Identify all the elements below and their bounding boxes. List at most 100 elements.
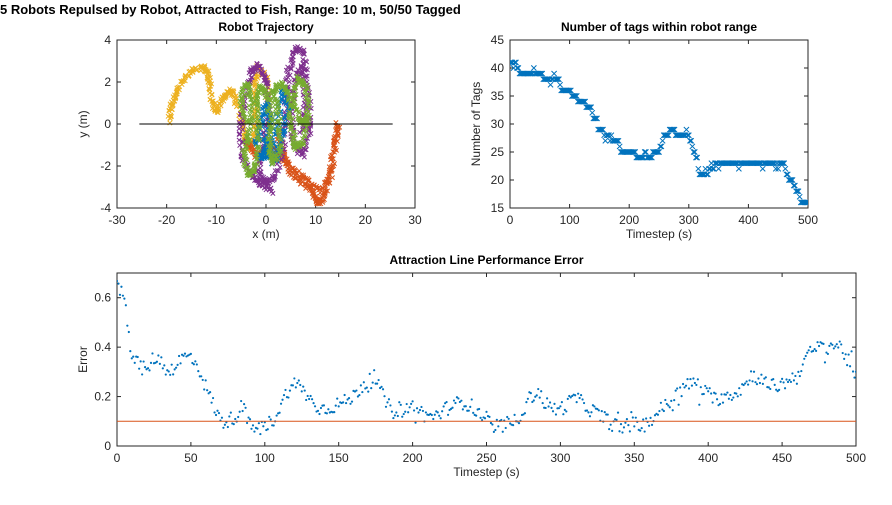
error-point [359, 384, 362, 387]
trajectory-point [245, 127, 251, 133]
tags-point [772, 165, 779, 172]
error-point [139, 360, 142, 363]
error-point [596, 407, 599, 411]
trajectory-point [269, 116, 275, 122]
error-point [618, 430, 621, 433]
tags-point [692, 154, 699, 161]
error-point [501, 430, 504, 433]
error-point [758, 381, 762, 385]
tags-point [557, 81, 564, 88]
error-point [704, 384, 707, 388]
error-point [401, 415, 404, 418]
error-point [451, 406, 454, 409]
trajectory-point [230, 88, 237, 94]
trajectory-point [255, 108, 262, 114]
error-point [398, 401, 401, 404]
trajectory-point [291, 129, 297, 135]
tags-point [591, 115, 598, 122]
error-point [550, 406, 553, 409]
error-point [299, 383, 302, 387]
error-point [433, 413, 436, 416]
error-point [420, 405, 423, 409]
error-point [822, 342, 825, 345]
error-point [211, 396, 215, 400]
error-point [680, 395, 683, 398]
error-point [457, 397, 460, 400]
error-point [776, 390, 779, 393]
error-point [294, 386, 297, 389]
trajectory-point [267, 129, 274, 135]
trajectory-point [268, 116, 274, 122]
error-point [779, 380, 782, 383]
error-point [200, 375, 203, 378]
tags-point [539, 70, 546, 77]
tags-point [803, 199, 808, 206]
error-point [730, 398, 733, 401]
error-point [373, 369, 376, 372]
tags-point [567, 87, 574, 94]
error-xlabel: Timestep (s) [453, 465, 519, 479]
error-point [383, 395, 386, 398]
error-point [377, 378, 380, 382]
trajectory-point [305, 97, 311, 103]
error-point [272, 424, 275, 427]
x-tick-label: 300 [679, 213, 699, 227]
error-point [488, 415, 491, 418]
error-point [795, 382, 798, 385]
error-point [643, 430, 646, 433]
trajectory-point [330, 138, 337, 144]
trajectory-point [244, 140, 251, 146]
tags-point [629, 149, 636, 155]
trajectory-point [306, 103, 312, 109]
trajectory-point [301, 128, 307, 134]
error-point [195, 363, 198, 366]
x-tick-label: 400 [698, 451, 718, 465]
error-point [535, 394, 538, 397]
error-point [569, 396, 572, 399]
error-title: Attraction Line Performance Error [389, 253, 583, 267]
error-point [794, 374, 797, 378]
error-point [206, 389, 209, 392]
trajectory-point [261, 90, 267, 96]
error-point [708, 387, 711, 390]
trajectory-point [295, 76, 301, 82]
trajectory-point [281, 114, 287, 120]
error-point [381, 388, 385, 391]
error-point [789, 380, 793, 384]
error-point [563, 408, 566, 411]
error-point [661, 408, 664, 411]
error-point [681, 382, 685, 386]
error-point [349, 402, 352, 405]
error-point [392, 416, 395, 420]
error-point [367, 390, 370, 393]
trajectory-point [272, 131, 278, 137]
error-point [312, 402, 315, 405]
error-point [240, 399, 243, 403]
tags-point [704, 171, 711, 178]
error-point [461, 408, 464, 411]
trajectory-point [270, 158, 276, 164]
error-point [687, 387, 691, 390]
error-point [268, 415, 271, 418]
error-point [454, 401, 457, 405]
error-point [213, 411, 216, 414]
error-point [222, 426, 225, 429]
tags-point [710, 165, 717, 172]
tags-point [551, 70, 558, 77]
error-point [633, 425, 636, 428]
error-point [177, 354, 181, 358]
error-point [117, 279, 119, 283]
error-point [823, 361, 827, 364]
tags-point [566, 87, 573, 94]
x-tick-label: 300 [550, 451, 570, 465]
error-point [816, 341, 819, 344]
trajectory-point [242, 139, 248, 145]
error-point [306, 394, 309, 398]
error-point [370, 387, 373, 390]
tags-point [616, 143, 623, 150]
tags-point [782, 165, 789, 172]
error-point [676, 387, 679, 390]
trajectory-point [238, 153, 244, 159]
trajectory-point [257, 125, 263, 131]
error-point [418, 408, 422, 412]
